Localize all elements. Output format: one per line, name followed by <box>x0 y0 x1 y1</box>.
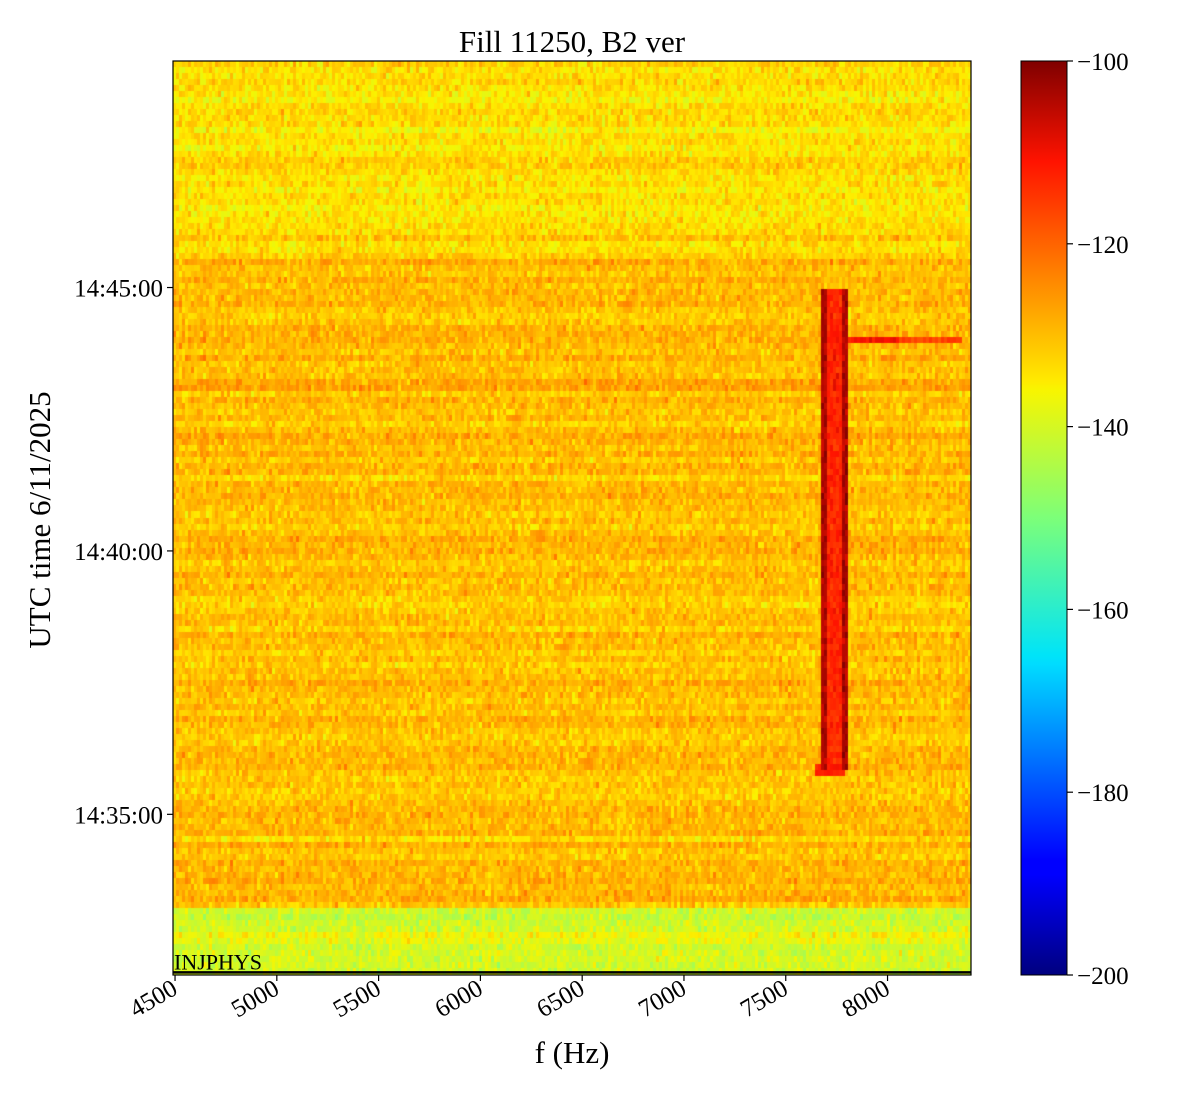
colorbar-tick-label: −100 <box>1077 49 1129 76</box>
x-tick-label: 6500 <box>532 975 589 1023</box>
x-tick-label: 7500 <box>736 975 793 1023</box>
x-tick-label: 6000 <box>431 975 488 1023</box>
y-tick-label: 14:45:00 <box>74 276 163 303</box>
injphys-label: INJPHYS <box>174 949 262 974</box>
colorbar-tick-label: −200 <box>1077 963 1129 990</box>
chart-title: Fill 11250, B2 ver <box>459 24 686 59</box>
colorbar <box>1020 60 1068 976</box>
plot-frame <box>172 60 972 976</box>
x-axis-ticks: 4500 5000 5500 6000 6500 7000 7500 8000 <box>125 975 894 1023</box>
y-axis-ticks: 14:35:00 14:40:00 14:45:00 <box>74 276 173 829</box>
y-tick-label: 14:35:00 <box>74 802 163 829</box>
x-tick-label: 7000 <box>634 975 691 1023</box>
y-axis-label: UTC time 6/11/2025 <box>22 391 57 648</box>
colorbar-ticks: −100 −120 −140 −160 −180 −200 <box>1067 49 1129 990</box>
x-tick-label: 5500 <box>329 975 386 1023</box>
colorbar-tick-label: −120 <box>1077 232 1129 259</box>
x-tick-label: 5000 <box>227 975 284 1023</box>
y-tick-label: 14:40:00 <box>74 539 163 566</box>
x-axis-label: f (Hz) <box>535 1035 610 1070</box>
spectrogram-heatmap <box>173 61 971 975</box>
heatmap-cells <box>173 61 971 975</box>
x-tick-label: 4500 <box>125 975 182 1023</box>
colorbar-tick-label: −160 <box>1077 597 1129 624</box>
colorbar-tick-label: −140 <box>1077 415 1129 442</box>
x-tick-label: 8000 <box>838 975 895 1023</box>
colorbar-tick-label: −180 <box>1077 780 1129 807</box>
